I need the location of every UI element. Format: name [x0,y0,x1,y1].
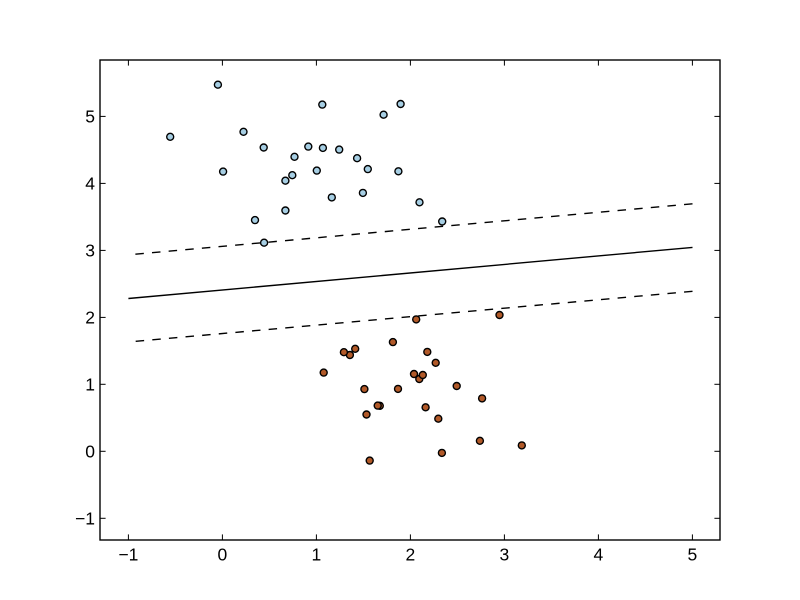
svg-text:3: 3 [500,545,510,565]
svg-text:5: 5 [85,106,95,126]
svg-text:2: 2 [85,307,95,327]
svg-text:0: 0 [218,545,228,565]
svg-text:5: 5 [688,545,698,565]
svg-text:−1: −1 [118,545,138,565]
svg-text:1: 1 [312,545,322,565]
svg-text:0: 0 [85,441,95,461]
svg-text:4: 4 [594,545,604,565]
svg-text:3: 3 [85,240,95,260]
svg-text:2: 2 [406,545,416,565]
svg-text:−1: −1 [75,508,95,528]
svg-text:1: 1 [85,374,95,394]
svg-text:4: 4 [85,173,95,193]
